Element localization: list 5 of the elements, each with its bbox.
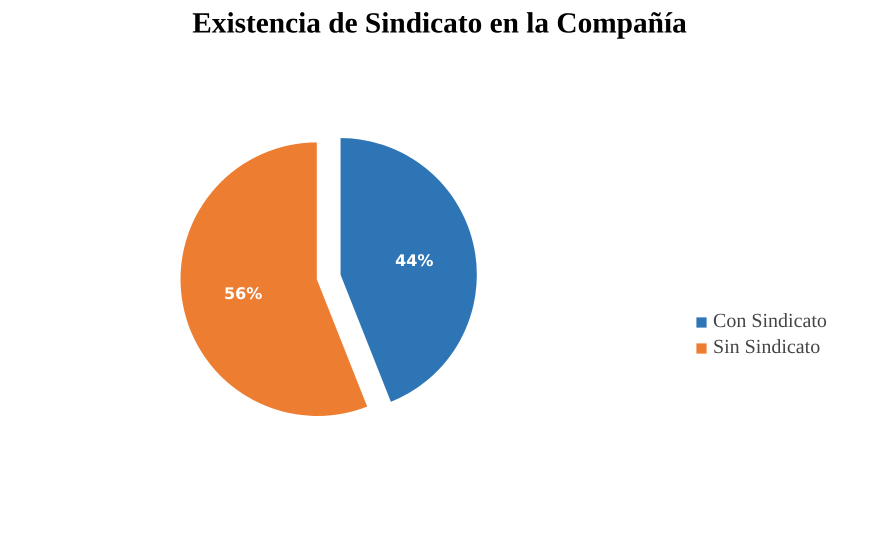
data-label: 56%: [224, 284, 262, 303]
data-label: 44%: [395, 251, 434, 270]
legend-label: Con Sindicato: [713, 310, 827, 333]
legend-label: Sin Sindicato: [713, 336, 820, 359]
chart-title: Existencia de Sindicato en la Compañía: [192, 8, 688, 40]
